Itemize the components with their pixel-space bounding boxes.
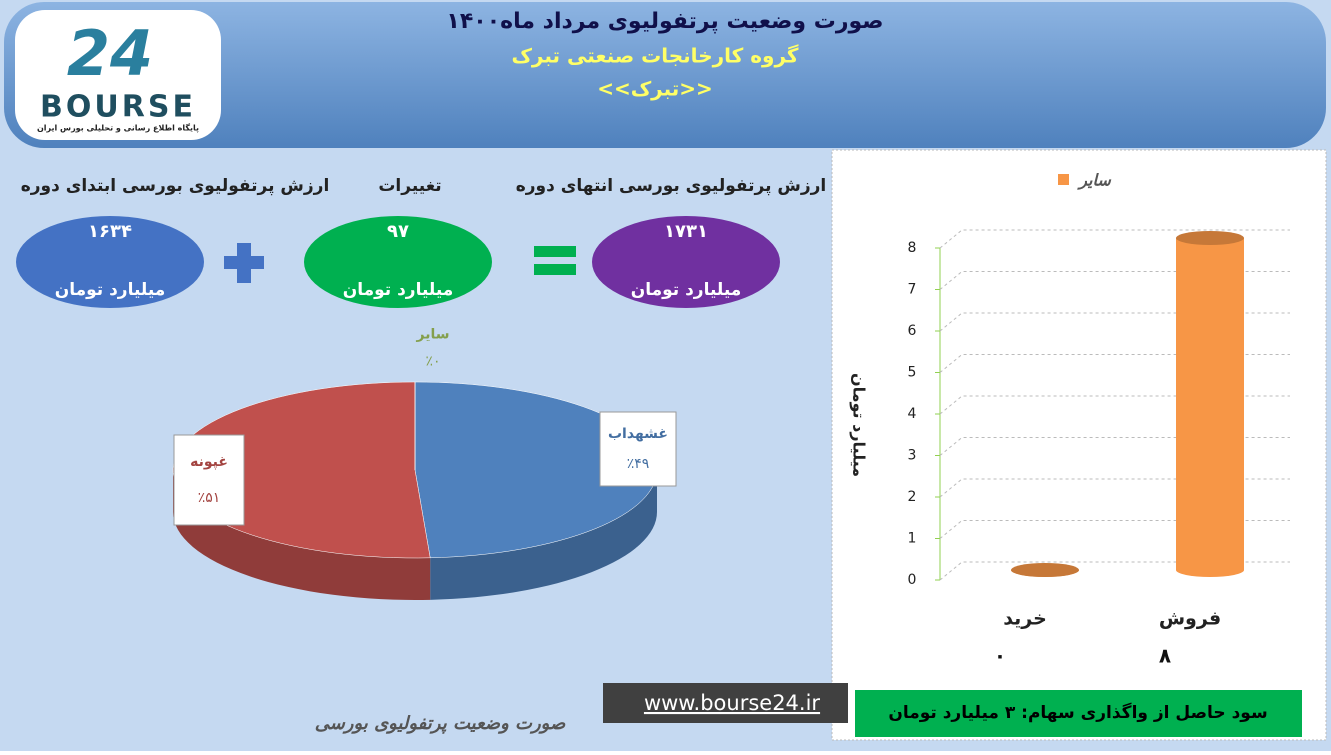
summary-label: ارزش پرتفولیوی بورسی انتهای دوره [516,176,827,196]
summary-value: ۱۶۳۴ [88,221,132,242]
bar-top [1176,231,1244,245]
pie-label-box [173,434,245,526]
pie-label-box [599,411,677,487]
logo-number: 24 [67,17,153,90]
y-tick-label: 1 [908,531,917,547]
pie-value-label: ٪۵۱ [198,490,221,506]
equals-sign [534,246,576,257]
summary-oval [304,216,492,308]
pie-category-label: غپونه [190,454,228,470]
summary-unit: میلیارد تومان [631,280,742,300]
website-link[interactable]: www.bourse24.ir [644,691,820,715]
y-axis-label: میلیارد تومان [850,373,869,477]
plus-sign [237,243,251,283]
summary-value: ۹۷ [387,221,409,242]
profit-text: سود حاصل از واگذاری سهام: ۳ میلیارد توما… [888,702,1267,723]
header-subtitle: گروه کارخانجات صنعتی تبرک [511,44,798,68]
header-title: صورت وضعیت پرتفولیوی مرداد ماه۱۴۰۰ [446,9,883,34]
summary-unit: میلیارد تومان [55,280,166,300]
summary-value: ۱۷۳۱ [664,221,708,242]
pie-value-label: ٪۴۹ [627,456,650,472]
grid-line [939,229,1290,249]
logo-text: BOURSE [40,90,196,125]
y-tick-label: 6 [908,323,917,339]
x-tick-label: خرید [1003,608,1047,630]
value-label: ۰ [994,644,1006,668]
summary-unit: میلیارد تومان [343,280,454,300]
profit-box [855,690,1302,737]
pie-side [173,470,431,600]
y-tick-label: 8 [908,240,917,256]
x-tick-label: فروش [1159,608,1221,630]
summary-label: تغییرات [378,176,441,196]
y-tick-label: 5 [908,365,917,381]
equals-sign [534,264,576,275]
logo-tagline: پایگاه اطلاع رسانی و تحلیلی بورس ایران [37,123,199,134]
summary-label: ارزش پرتفولیوی بورسی ابتدای دوره [21,176,330,196]
y-tick-label: 7 [908,282,917,298]
y-tick-label: 3 [908,448,917,464]
y-tick-label: 4 [908,406,917,422]
header-bar [4,2,1326,148]
summary-oval [16,216,204,308]
legend-label: سایر [1076,171,1111,191]
website-box [603,683,848,723]
summary-oval [592,216,780,308]
legend-swatch [1058,174,1069,185]
y-tick-label: 2 [908,489,917,505]
pie-value-label: ٪۰ [425,354,440,370]
logo-box [15,10,221,140]
pie-side [430,470,657,600]
pie-category-label: غشهداب [608,426,668,442]
pie-category-label: سایر [416,326,450,342]
caption: صورت وضعیت پرتفولیوی بورسی [315,713,566,734]
value-label: ۸ [1159,644,1171,668]
bar [1176,238,1244,577]
header-symbol: <<تبرک>> [597,77,713,101]
bar-top [1011,563,1079,577]
y-tick-label: 0 [908,572,917,588]
bar-panel [831,149,1327,741]
